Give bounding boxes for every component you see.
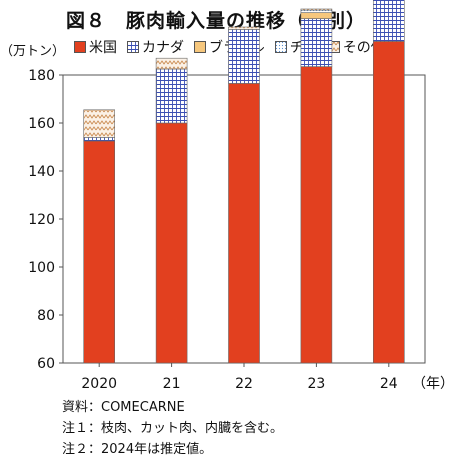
x-tick-label: 23 <box>307 376 325 392</box>
bar-segment-2020-0 <box>83 140 115 364</box>
note-2: 注２：2024年は推定値。 <box>62 442 213 457</box>
x-tick-label: 24 <box>380 376 398 392</box>
y-tick-label: 100 <box>28 260 55 276</box>
legend-item: カナダ <box>127 37 184 57</box>
bar-segment-21-1 <box>155 68 188 124</box>
x-tick-label: 21 <box>163 376 181 392</box>
legend-swatch <box>194 41 206 53</box>
bar-segment-2020-1 <box>83 137 115 142</box>
note-source: 資料：COMECARNE <box>62 400 185 415</box>
bar-segment-23-4 <box>300 8 333 11</box>
notes: 資料：COMECARNE 注１：枝肉、カット肉、内臓を含む。 注２：2024年は… <box>62 397 283 460</box>
chart-title: 図８ 豚肉輸入量の推移（国別） <box>66 10 367 32</box>
bar-segment-22-4 <box>228 26 260 30</box>
bar-segment-21-0 <box>155 122 188 364</box>
x-tick-label: 22 <box>235 376 253 392</box>
y-tick-label: 160 <box>28 116 55 132</box>
legend-swatch <box>274 41 287 53</box>
bar-segment-21-4 <box>155 57 188 70</box>
y-tick-label: 60 <box>37 356 55 372</box>
bar-segment-22-0 <box>228 83 260 364</box>
legend-swatch <box>74 41 86 53</box>
note-1: 注１：枝肉、カット肉、内臓を含む。 <box>62 421 284 436</box>
bar-segment-23-2 <box>300 12 333 19</box>
bar-segment-23-0 <box>300 66 333 364</box>
bar-segment-23-3 <box>300 9 333 13</box>
y-tick-label: 180 <box>28 68 55 84</box>
legend-label: 米国 <box>89 40 117 56</box>
x-tick-label: 2020 <box>81 376 117 392</box>
bar-segment-23-1 <box>300 18 333 67</box>
legend-item: 米国 <box>74 37 117 57</box>
y-tick-label: 120 <box>28 212 55 228</box>
y-tick-label: 140 <box>28 164 55 180</box>
y-axis-unit-label: （万トン） <box>0 44 66 59</box>
legend-swatch <box>127 41 139 53</box>
bar-segment-24-1 <box>372 0 405 42</box>
bar-segment-22-1 <box>228 29 260 84</box>
legend-label: カナダ <box>142 40 184 56</box>
bar-segment-2020-4 <box>83 109 115 138</box>
y-tick-label: 80 <box>37 308 55 324</box>
x-axis-unit-label: （年） <box>412 376 450 392</box>
bar-segment-24-0 <box>372 41 405 364</box>
bar-chart: 60 80 100 120 140 160 180 2020 21 22 23 24 （年） <box>28 0 450 392</box>
